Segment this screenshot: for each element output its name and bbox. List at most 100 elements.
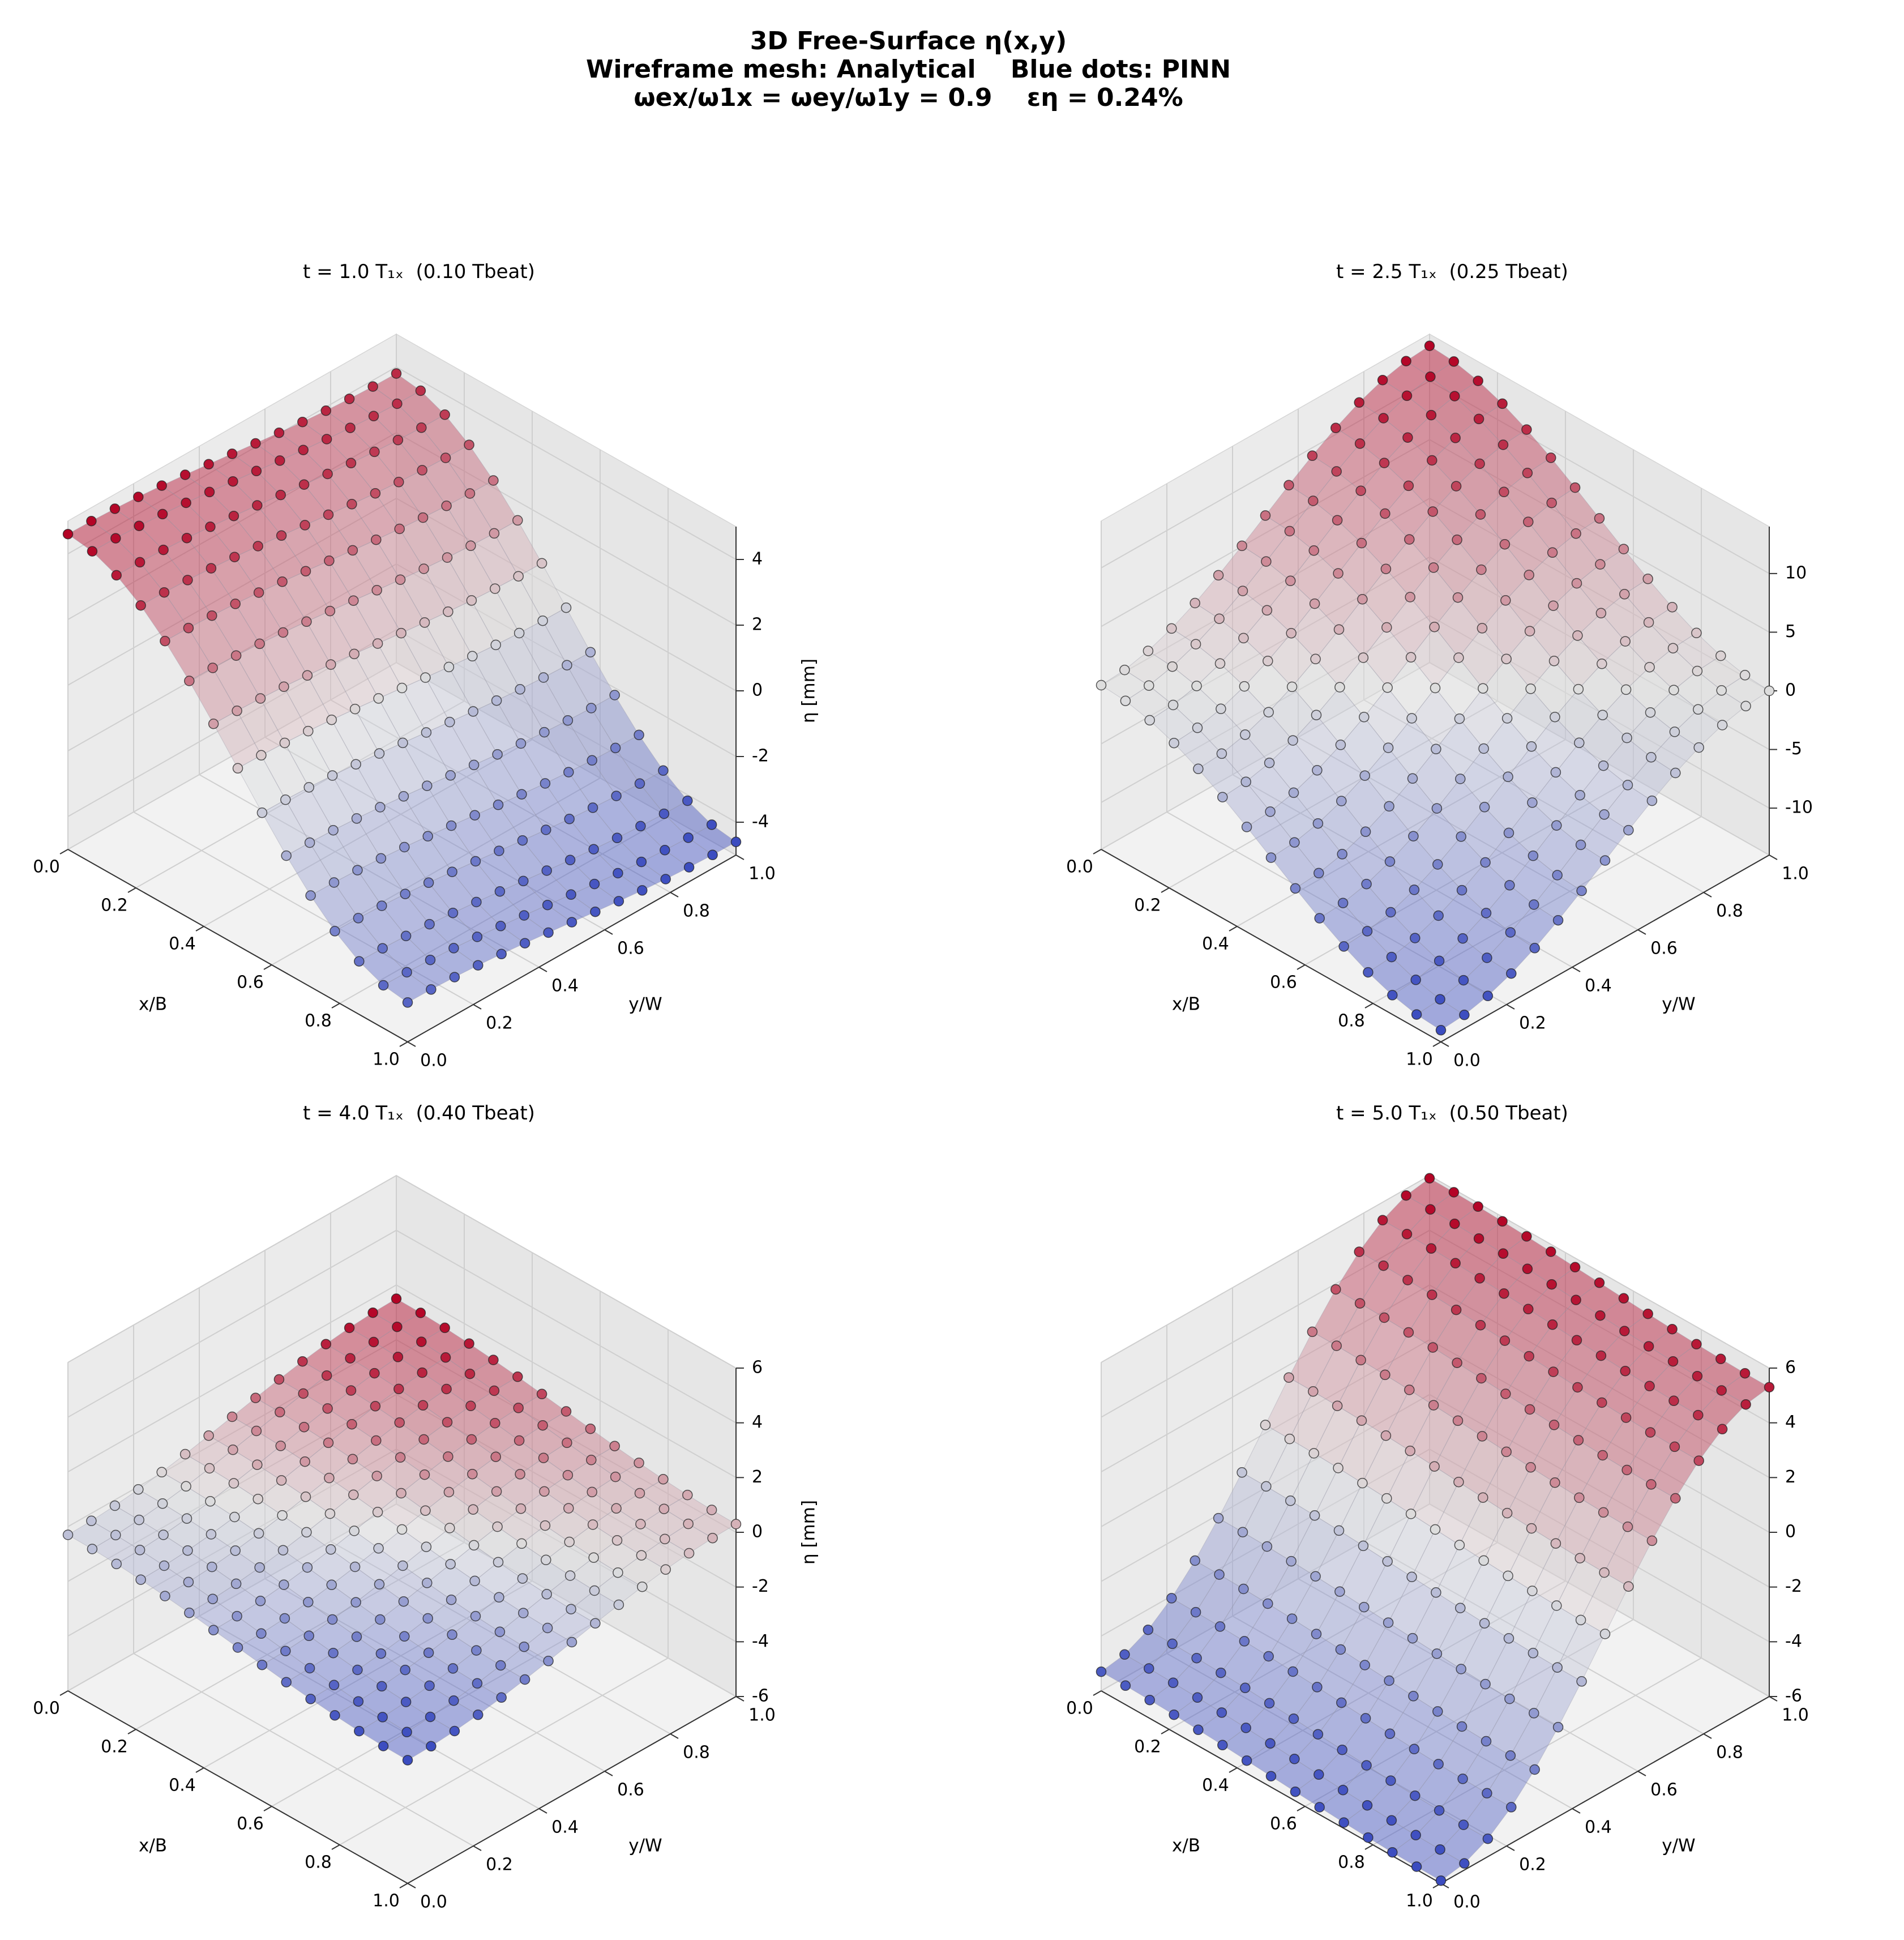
pinn-point: [1284, 525, 1295, 537]
x-tick: [127, 1729, 136, 1734]
pinn-point: [420, 1505, 431, 1516]
x-tick-label: 0.4: [169, 934, 196, 954]
pinn-point: [229, 552, 240, 562]
pinn-point: [203, 1430, 214, 1441]
pinn-point: [1401, 356, 1411, 366]
pinn-point: [490, 639, 501, 651]
pinn-point: [465, 540, 476, 552]
pinn-point: [1355, 485, 1366, 496]
pinn-point: [1408, 1691, 1419, 1702]
pinn-point: [134, 557, 146, 568]
x-tick-label: 0.6: [1270, 973, 1297, 993]
pinn-point: [345, 1353, 356, 1364]
pinn-point: [418, 1434, 429, 1445]
z-tick-label: -10: [1785, 798, 1813, 818]
pinn-point: [1715, 650, 1726, 661]
pinn-point: [1595, 608, 1607, 619]
pinn-point: [1330, 1284, 1341, 1295]
pinn-point: [1287, 1666, 1298, 1677]
pinn-point: [512, 1371, 523, 1382]
pinn-point: [1569, 482, 1581, 493]
x-tick: [1297, 964, 1306, 970]
pinn-point: [181, 497, 191, 508]
y-tick-label: 0.8: [683, 901, 710, 921]
pinn-point: [416, 422, 427, 433]
x-tick: [331, 1844, 340, 1850]
pinn-point: [320, 1339, 331, 1349]
x-tick-label: 0.2: [101, 896, 128, 916]
pinn-point: [1501, 1446, 1512, 1458]
pinn-point: [301, 1527, 312, 1538]
pinn-point: [1359, 770, 1370, 781]
pinn-point: [228, 1478, 239, 1489]
pinn-point: [1431, 1648, 1443, 1659]
pinn-point: [1288, 787, 1299, 798]
pinn-point: [135, 600, 146, 611]
pinn-point: [1572, 630, 1583, 641]
pinn-point: [371, 585, 382, 596]
pinn-point: [536, 558, 547, 569]
pinn-point: [1363, 1832, 1374, 1843]
pinn-point: [1214, 658, 1226, 669]
pinn-point: [375, 1614, 386, 1625]
pinn-point: [442, 552, 453, 563]
pinn-point: [375, 802, 386, 813]
pinn-point: [1308, 495, 1319, 506]
x-tick-label: 0.2: [101, 1737, 128, 1757]
pinn-point: [230, 1545, 241, 1556]
pinn-point: [1384, 801, 1394, 812]
y-tick-label: 0.8: [683, 1743, 710, 1763]
gridline-z: [67, 1174, 737, 1369]
pinn-point: [1265, 852, 1277, 863]
pinn-point: [367, 381, 378, 392]
pinn-point: [1475, 509, 1486, 520]
pinn-point: [398, 791, 409, 802]
pinn-point: [1312, 818, 1324, 829]
pinn-point: [1525, 683, 1536, 694]
pinn-point: [345, 422, 356, 433]
pinn-point: [1693, 1409, 1704, 1421]
pinn-point: [1691, 627, 1702, 639]
pinn-point: [1312, 765, 1323, 776]
pinn-point: [1497, 398, 1508, 409]
gridline-z: [1101, 556, 1770, 750]
pinn-point: [206, 1529, 217, 1540]
pinn-point: [159, 587, 170, 598]
pinn-point: [160, 635, 170, 647]
pinn-point: [1263, 1598, 1273, 1609]
pinn-point: [467, 1468, 478, 1480]
pinn-point: [1330, 422, 1341, 433]
gridline-z: [67, 563, 737, 757]
pinn-point: [1569, 1262, 1581, 1273]
pinn-point: [1309, 598, 1320, 609]
pinn-point: [1354, 397, 1364, 408]
pinn-point: [279, 1613, 290, 1624]
pinn-point: [1360, 1713, 1371, 1724]
y-tick-label: 0.2: [1519, 1855, 1546, 1875]
pinn-point: [1739, 670, 1751, 681]
pinn-point: [1427, 506, 1438, 517]
pinn-point: [297, 416, 308, 428]
pinn-point: [253, 541, 263, 552]
pinn-point: [496, 1692, 507, 1703]
pinn-point: [465, 1400, 476, 1412]
pinn-point: [560, 1406, 572, 1417]
pinn-point: [160, 1591, 170, 1601]
pinn-point: [448, 943, 459, 954]
pinn-point: [1435, 1844, 1445, 1855]
pinn-point: [1401, 1190, 1411, 1201]
pinn-point: [1452, 1415, 1464, 1426]
y-tick: [1703, 892, 1712, 898]
pinn-point: [585, 1423, 596, 1434]
pinn-point: [1523, 1304, 1534, 1315]
pinn-point: [1265, 806, 1276, 817]
pinn-point: [422, 1613, 433, 1624]
y-axis-line: [407, 854, 737, 1042]
pinn-point: [1286, 681, 1298, 693]
y-tick-label: 0.2: [1519, 1014, 1546, 1033]
pinn-point: [1474, 458, 1485, 469]
pinn-point: [1239, 1636, 1250, 1647]
pinn-point: [447, 866, 457, 877]
pinn-point: [1427, 1342, 1438, 1353]
x-tick-label: 0.4: [169, 1776, 196, 1796]
